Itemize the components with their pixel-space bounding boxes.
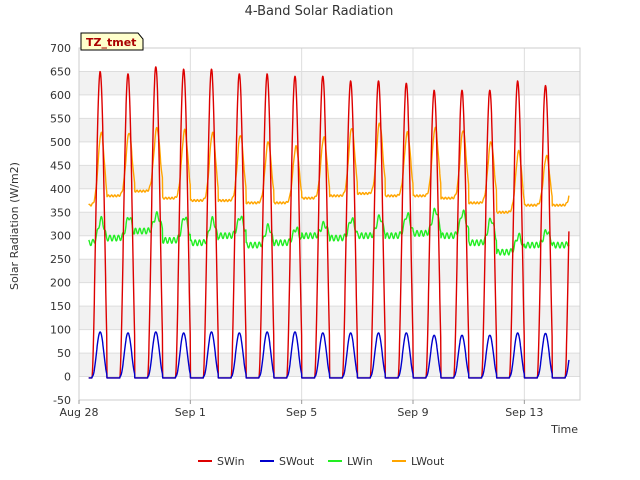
legend-label: LWin — [347, 455, 373, 468]
y-tick-label: 250 — [50, 253, 71, 266]
y-tick-label: 50 — [57, 347, 71, 360]
series-line-lwin — [88, 207, 570, 256]
grid-band — [79, 71, 580, 95]
series-lines — [88, 66, 570, 379]
x-tick-label: Aug 28 — [60, 406, 99, 419]
x-tick-label: Sep 1 — [175, 406, 206, 419]
x-tick-label: Sep 5 — [286, 406, 317, 419]
y-tick-label: -50 — [53, 394, 71, 407]
y-tick-label: 650 — [50, 65, 71, 78]
grid-band — [79, 259, 580, 283]
x-tick-label: Sep 9 — [397, 406, 428, 419]
x-axis-ticks: Aug 28 Sep 1 Sep 5 Sep 9 Sep 13 — [60, 400, 543, 419]
series-line-lwout — [88, 122, 570, 214]
y-tick-label: 300 — [50, 230, 71, 243]
y-tick-label: 550 — [50, 112, 71, 125]
y-tick-label: 150 — [50, 300, 71, 313]
chart-title: 4-Band Solar Radiation — [245, 4, 394, 19]
series-line-swout — [88, 331, 570, 379]
badge-shape — [80, 32, 144, 51]
y-tick-label: 700 — [50, 42, 71, 55]
grid-band — [79, 118, 580, 142]
legend-label: SWout — [279, 455, 315, 468]
y-axis-ticks: -50 0 50 100 150 200 250 300 350 400 450 500 550 600 6… — [50, 42, 71, 407]
x-axis-label: Time — [550, 423, 578, 436]
y-tick-label: 100 — [50, 324, 71, 337]
legend: SWin SWout LWin LWout — [198, 455, 445, 468]
y-tick-label: 450 — [50, 159, 71, 172]
y-axis-label: Solar Radiation (W/m2) — [8, 162, 21, 290]
badge-label: TZ_tmet — [86, 36, 136, 49]
grid-band — [79, 212, 580, 236]
x-tick-label: Sep 13 — [505, 406, 543, 419]
y-tick-label: 400 — [50, 183, 71, 196]
grid-band — [79, 165, 580, 189]
y-tick-label: 350 — [50, 206, 71, 219]
station-badge: TZ_tmet — [80, 32, 144, 51]
legend-label: SWin — [217, 455, 245, 468]
y-tick-label: 500 — [50, 136, 71, 149]
legend-label: LWout — [411, 455, 445, 468]
y-tick-label: 200 — [50, 277, 71, 290]
plot-frame — [78, 47, 581, 401]
y-tick-label: 0 — [64, 371, 71, 384]
y-tick-label: 600 — [50, 89, 71, 102]
